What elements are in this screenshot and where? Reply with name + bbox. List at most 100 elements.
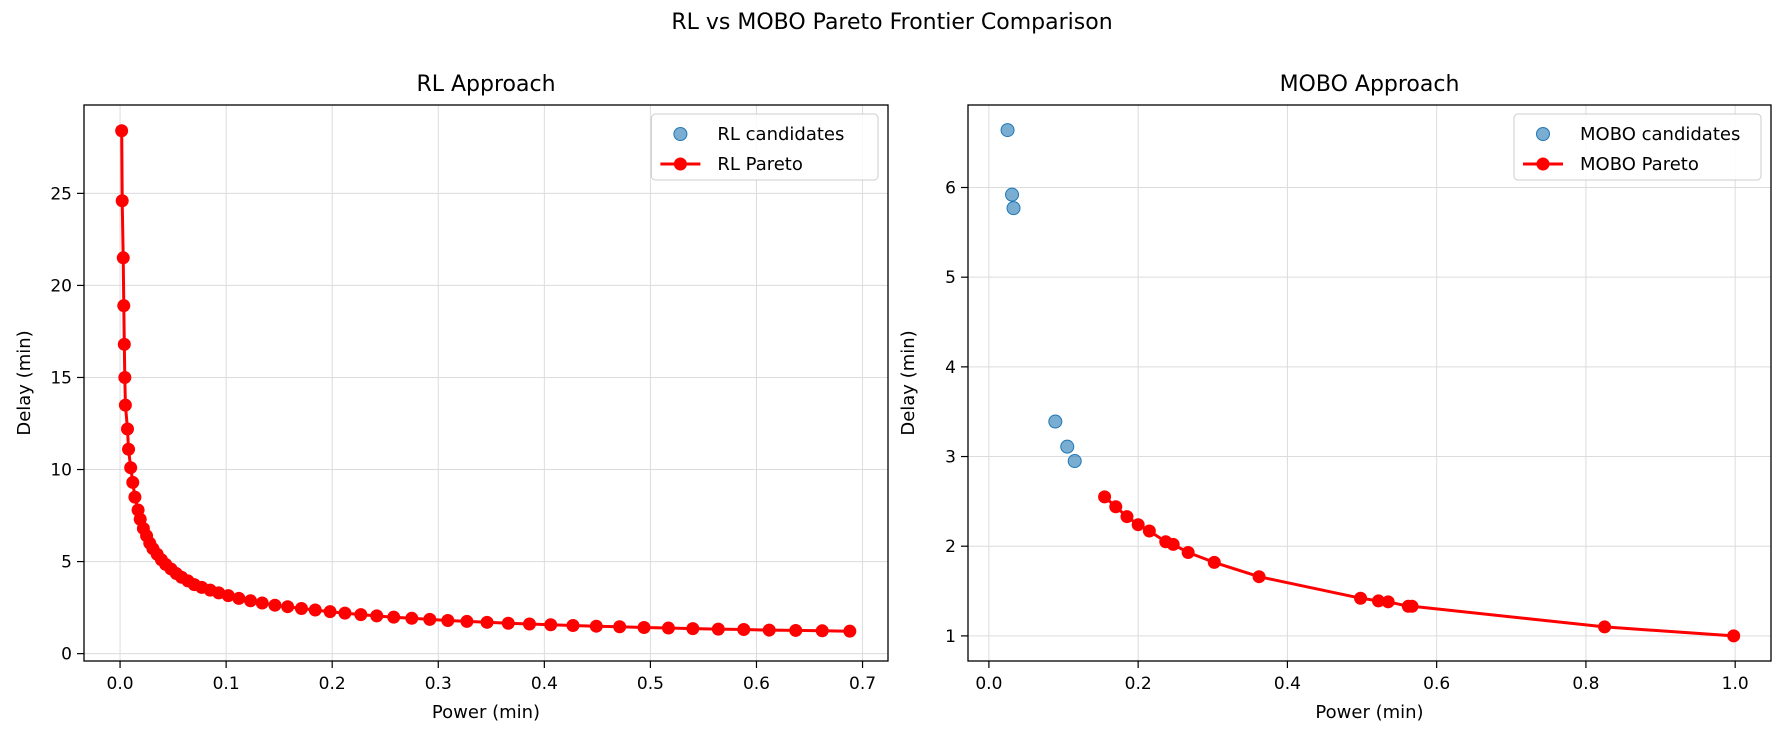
pareto-point	[1598, 620, 1612, 634]
panel-title: RL Approach	[416, 72, 555, 97]
pareto-point	[281, 600, 295, 614]
legend-label: MOBO Pareto	[1580, 154, 1699, 175]
pareto-point	[815, 624, 829, 638]
y-tick-label: 5	[945, 268, 956, 288]
pareto-point	[126, 475, 140, 489]
pareto-point	[308, 603, 322, 617]
pareto-point	[118, 398, 132, 412]
pareto-point	[1098, 490, 1112, 504]
rl-approach-panel: 0.0 0.1 0.2 0.3 0.4 0.5 0.6 0.7 0 5 10 15 20 25 RL App…	[14, 72, 889, 723]
pareto-point	[354, 608, 368, 622]
pareto-point	[255, 596, 269, 610]
pareto-point	[1120, 510, 1134, 524]
pareto-point	[613, 620, 627, 634]
pareto-point	[1207, 555, 1221, 569]
x-tick-label: 0.7	[849, 674, 876, 694]
y-tick-label: 4	[945, 358, 956, 378]
pareto-point	[711, 622, 725, 636]
pareto-point	[441, 613, 455, 627]
pareto-point	[661, 621, 675, 635]
pareto-point	[221, 589, 235, 603]
pareto-line	[1103, 495, 1734, 638]
mobo-approach-panel: 0.0 0.2 0.4 0.6 0.8 1.0 1 2 3 4 5 6 MOBO Approach Pow…	[898, 72, 1772, 723]
y-tick-label: 0	[61, 645, 72, 665]
pareto-point	[387, 610, 401, 624]
pareto-point	[115, 194, 129, 208]
candidate-point	[1005, 187, 1020, 202]
pareto-point	[522, 617, 536, 631]
x-tick-label: 0.6	[1423, 674, 1450, 694]
pareto-point	[589, 619, 603, 633]
y-tick-label: 10	[50, 461, 72, 481]
pareto-point	[1371, 594, 1385, 608]
y-tick-label: 6	[945, 179, 956, 199]
legend-label: RL Pareto	[717, 154, 802, 175]
y-tick-label: 3	[945, 448, 956, 468]
pareto-point	[501, 616, 515, 630]
y-tick-label: 2	[945, 537, 956, 557]
axes-frame	[83, 104, 889, 662]
pareto-point	[1727, 629, 1741, 643]
candidate-point	[1048, 414, 1063, 429]
panel-title: MOBO Approach	[1280, 72, 1460, 97]
pareto-point	[1252, 570, 1266, 584]
pareto-point	[120, 422, 134, 436]
y-axis-label: Delay (min)	[898, 330, 919, 435]
pareto-point	[338, 606, 352, 620]
x-tick-label: 0.4	[1274, 674, 1301, 694]
pareto-point	[232, 591, 246, 605]
y-tick-label: 25	[50, 184, 72, 204]
legend-label: MOBO candidates	[1580, 124, 1740, 145]
y-axis-label: Delay (min)	[14, 330, 35, 435]
pareto-point	[117, 337, 131, 351]
legend-marker-pareto	[673, 157, 687, 171]
y-tick-label: 5	[61, 553, 72, 573]
pareto-point	[118, 370, 132, 384]
pareto-point	[294, 602, 308, 616]
pareto-point	[1381, 595, 1395, 609]
x-tick-label: 0.1	[213, 674, 240, 694]
pareto-point	[1181, 545, 1195, 559]
x-tick-label: 0.6	[743, 674, 770, 694]
legend-marker-candidates	[1536, 127, 1550, 141]
pareto-point	[1109, 500, 1123, 514]
candidate-point	[1006, 201, 1021, 216]
y-tick-label: 15	[50, 368, 72, 388]
pareto-point	[686, 622, 700, 636]
pareto-point	[1142, 524, 1156, 538]
x-tick-label: 0.5	[637, 674, 664, 694]
pareto-point	[1166, 537, 1180, 551]
pareto-point	[762, 623, 776, 637]
pareto-point	[115, 124, 129, 138]
pareto-point	[423, 612, 437, 626]
pareto-point	[1405, 599, 1419, 613]
pareto-point	[789, 623, 803, 637]
axes-frame	[967, 104, 1772, 662]
y-tick-label: 20	[50, 276, 72, 296]
pareto-point	[244, 594, 258, 608]
pareto-point	[544, 618, 558, 632]
pareto-point	[566, 618, 580, 632]
legend-box	[1513, 113, 1762, 181]
x-tick-label: 0.8	[1572, 674, 1599, 694]
x-axis-label: Power (min)	[432, 702, 540, 723]
pareto-point	[128, 490, 142, 504]
x-tick-label: 0.2	[1125, 674, 1152, 694]
pareto-point	[460, 614, 474, 628]
pareto-point	[370, 609, 384, 623]
x-tick-label: 0.2	[319, 674, 346, 694]
pareto-point	[637, 620, 651, 634]
candidate-point	[1000, 123, 1015, 138]
figure-title: RL vs MOBO Pareto Frontier Comparison	[671, 10, 1113, 35]
x-tick-label: 0.0	[975, 674, 1002, 694]
legend-marker-pareto	[1536, 157, 1550, 171]
pareto-point	[1131, 518, 1145, 532]
pareto-point	[1354, 591, 1368, 605]
legend-label: RL candidates	[717, 124, 844, 145]
y-tick-label: 1	[945, 627, 956, 647]
x-tick-label: 0.3	[425, 674, 452, 694]
x-tick-label: 0.0	[107, 674, 134, 694]
pareto-point	[843, 624, 857, 638]
pareto-point	[116, 251, 130, 265]
